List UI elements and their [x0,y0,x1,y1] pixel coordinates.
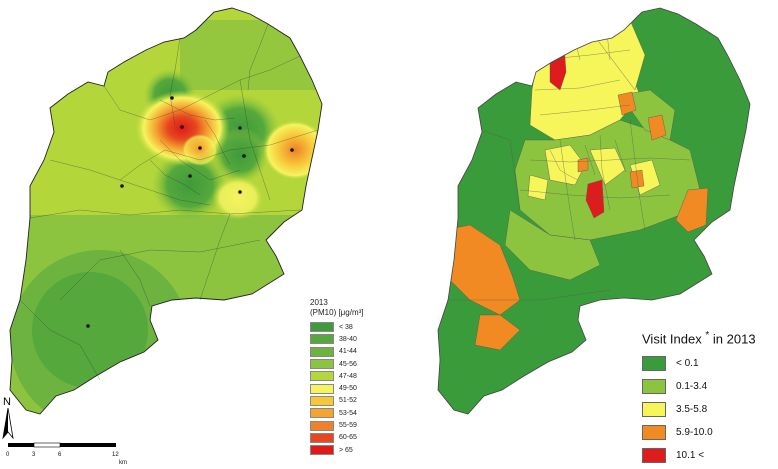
legend-swatch [642,379,666,395]
legend-swatch [310,395,334,406]
legend-swatch [642,425,666,441]
legend-label: 60-65 [339,434,357,442]
legend-label: 49-50 [339,385,357,393]
north-arrow-icon [2,408,14,440]
legend-swatch [642,356,666,372]
legend-title: Visit Index * in 2013 [642,330,778,346]
legend-row: 45-56 [310,358,390,370]
legend-swatch [310,432,334,443]
legend-swatch [642,448,666,464]
scale-tick-label: 6 [58,452,62,458]
legend-label: 10.1 < [676,450,705,462]
legend-label: < 0.1 [676,358,699,370]
legend-label: 55-59 [339,422,357,430]
station-marker [180,125,184,129]
legend-row: 55-59 [310,419,390,431]
legend-row: 3.5-5.8 [642,398,778,421]
legend-label: 45-56 [339,360,357,368]
district-lines [438,14,691,301]
legend-swatch [310,371,334,382]
legend-title-suffix: in 2013 [712,331,756,347]
visit-index-legend: Visit Index * in 2013 < 0.1 0.1-3.4 3.5-5.… [642,330,778,467]
station-marker [86,324,90,328]
legend-row: 41-44 [310,346,390,358]
station-marker [120,184,124,188]
station-marker [170,96,174,100]
legend-label: 0.1-3.4 [676,381,708,393]
station-marker [238,126,242,130]
study-area-outline [437,7,751,415]
legend-label: < 38 [339,323,353,331]
legend-swatch [310,346,334,357]
pm10-legend: 2013 (PM10) [μg/m³] < 38 38-40 41-44 45-56 4… [310,298,390,456]
legend-row: < 0.1 [642,352,778,375]
legend-row: 47-48 [310,370,390,382]
station-marker [238,190,242,194]
visit-index-map [437,7,751,415]
legend-row: 49-50 [310,382,390,394]
legend-swatch [642,402,666,418]
legend-swatch [310,383,334,394]
legend-label: 41-44 [339,348,357,356]
legend-row: 38-40 [310,333,390,345]
pm10-map [9,7,323,415]
legend-label: 47-48 [339,372,357,380]
legend-row: 5.9-10.0 [642,421,778,444]
legend-row: > 65 [310,444,390,456]
visit-index-map-panel: Visit Index * in 2013 < 0.1 0.1-3.4 3.5-5.… [390,0,778,469]
legend-row: 0.1-3.4 [642,375,778,398]
scale-bar: 0 3 6 12 km [6,440,127,466]
legend-row: 51-52 [310,395,390,407]
legend-label: 38-40 [339,335,357,343]
legend-swatch [310,420,334,431]
scale-tick-label: 0 [6,452,10,458]
scale-tick-label: 12 [112,452,119,458]
scale-unit-label: km [119,460,127,466]
legend-label: 51-52 [339,397,357,405]
pm10-map-panel: N 0 3 6 12 km 2013 (PM10) [μg/m³] < 38 38… [2,7,390,466]
legend-label: 5.9-10.0 [676,427,713,439]
legend-label: 3.5-5.8 [676,404,708,416]
legend-label: 53-54 [339,409,357,417]
district-boundaries [19,23,319,381]
legend-swatch [310,359,334,370]
legend-swatch [310,408,334,419]
station-marker [188,174,192,178]
legend-row: 53-54 [310,407,390,419]
legend-title-year: 2013 [310,298,328,307]
station-marker [290,148,294,152]
study-area-outline [9,7,323,415]
legend-row: 10.1 < [642,444,778,467]
legend-row: 60-65 [310,432,390,444]
legend-swatch [310,445,334,456]
scale-bar-graphic [8,442,116,448]
legend-title-text: Visit Index [642,331,702,347]
legend-swatch [310,322,334,333]
legend-row: < 38 [310,321,390,333]
legend-label: > 65 [339,446,353,454]
scale-tick-label: 3 [32,452,36,458]
station-marker [198,146,202,150]
north-arrow: N [2,396,14,442]
station-marker [242,154,246,158]
legend-title-star: * [705,330,710,341]
monitoring-stations [86,96,294,328]
north-label: N [3,396,11,408]
legend-swatch [310,334,334,345]
legend-title-unit: (PM10) [μg/m³] [310,308,364,317]
